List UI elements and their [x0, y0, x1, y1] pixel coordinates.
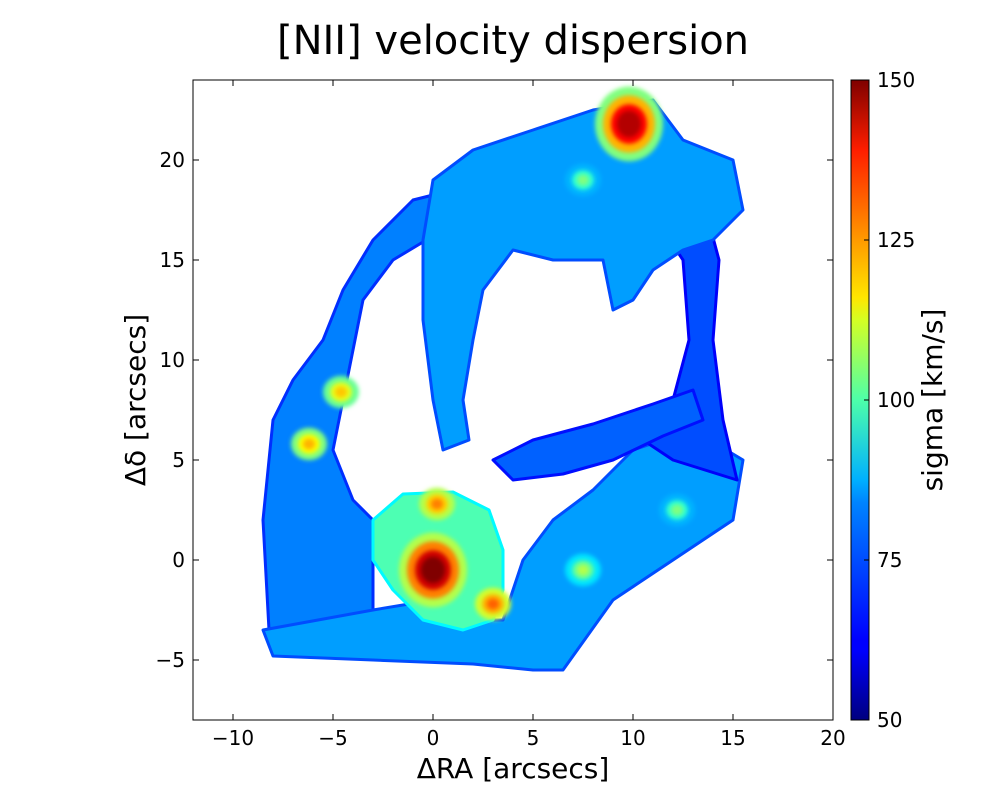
hotspot-bottom-band-knot: [565, 553, 601, 587]
x-tick-label: −10: [212, 726, 254, 750]
x-tick-label: 0: [427, 726, 440, 750]
colorbar-tick-label: 75: [877, 548, 902, 572]
hotspot-bubble-rim-top: [419, 487, 455, 521]
hotspot-right-arc-knot: [659, 493, 695, 527]
colorbar-tick-label: 50: [877, 708, 902, 732]
hotspot-north-knot: [595, 86, 663, 162]
x-tick-label: 10: [620, 726, 645, 750]
colorbar-tick-label: 100: [877, 388, 915, 412]
heatmap-layer: [261, 86, 745, 672]
colorbar-label: sigma [km/s]: [916, 309, 949, 492]
chart-title: [NII] velocity dispersion: [277, 18, 749, 64]
x-axis: −10 −5 0 5 10 15 20: [212, 80, 846, 750]
y-tick-label: 10: [160, 348, 185, 372]
x-tick-label: −5: [318, 726, 347, 750]
x-tick-label: 15: [720, 726, 745, 750]
colorbar-axis: 50 75 100 125 150: [864, 68, 915, 732]
colorbar-tick-label: 125: [877, 228, 915, 252]
y-tick-label: 20: [160, 148, 185, 172]
x-axis-label: ΔRA [arcsecs]: [417, 752, 610, 785]
y-tick-label: 5: [172, 448, 185, 472]
y-axis: −5 0 5 10 15 20: [156, 148, 833, 672]
y-axis-label: Δδ [arcsecs]: [119, 314, 152, 486]
hotspot-left-arc-knot: [291, 427, 327, 461]
hotspot-top-plume-knot: [565, 163, 601, 197]
y-tick-label: 15: [160, 248, 185, 272]
y-tick-label: −5: [156, 648, 185, 672]
plot-frame: [192, 79, 834, 721]
hotspot-bubble-rim-se: [475, 587, 511, 621]
x-tick-label: 5: [527, 726, 540, 750]
hotspot-nucleus: [399, 532, 467, 608]
colorbar-tick-label: 150: [877, 68, 915, 92]
y-tick-label: 0: [172, 548, 185, 572]
x-tick-label: 20: [820, 726, 845, 750]
region-middle-filament: [491, 388, 705, 482]
hotspot-left-arc-knot-2: [323, 375, 359, 409]
